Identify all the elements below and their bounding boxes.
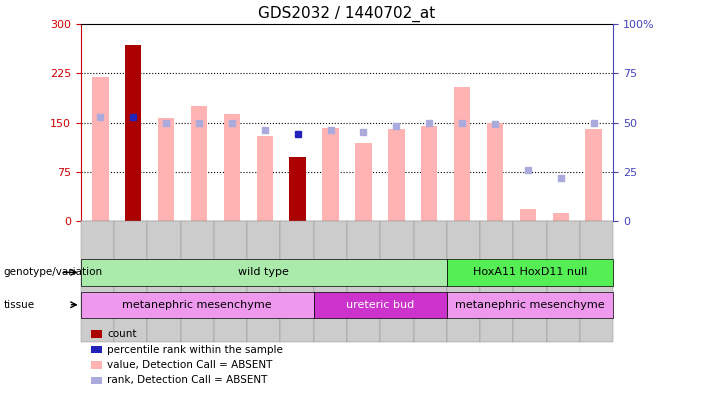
Bar xyxy=(421,126,437,221)
Text: metanephric mesenchyme: metanephric mesenchyme xyxy=(123,300,272,310)
Bar xyxy=(158,118,175,221)
Bar xyxy=(355,143,372,221)
Text: wild type: wild type xyxy=(238,267,290,277)
Bar xyxy=(388,129,404,221)
Bar xyxy=(191,106,207,221)
Bar xyxy=(454,87,470,221)
Text: tissue: tissue xyxy=(4,300,34,310)
Bar xyxy=(257,136,273,221)
Bar xyxy=(290,157,306,221)
Bar xyxy=(585,129,602,221)
Title: GDS2032 / 1440702_at: GDS2032 / 1440702_at xyxy=(259,5,435,21)
Text: HoxA11 HoxD11 null: HoxA11 HoxD11 null xyxy=(473,267,587,277)
Text: genotype/variation: genotype/variation xyxy=(4,267,102,277)
Bar xyxy=(224,114,240,221)
Bar xyxy=(486,122,503,221)
Bar xyxy=(519,209,536,221)
Text: percentile rank within the sample: percentile rank within the sample xyxy=(107,345,283,354)
Bar xyxy=(92,77,109,221)
Text: ureteric bud: ureteric bud xyxy=(346,300,414,310)
Bar xyxy=(125,45,142,221)
Text: rank, Detection Call = ABSENT: rank, Detection Call = ABSENT xyxy=(107,375,268,385)
Text: count: count xyxy=(107,329,137,339)
Text: metanephric mesenchyme: metanephric mesenchyme xyxy=(456,300,605,310)
Text: value, Detection Call = ABSENT: value, Detection Call = ABSENT xyxy=(107,360,273,370)
Bar xyxy=(322,128,339,221)
Bar xyxy=(552,213,569,221)
